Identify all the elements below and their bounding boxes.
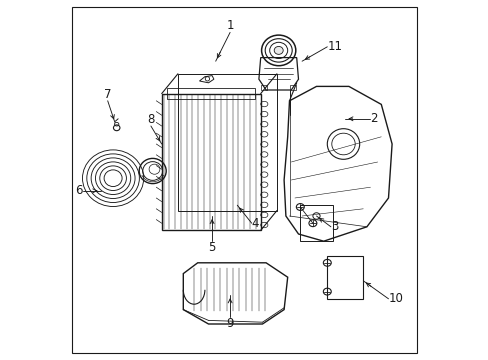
Text: 6: 6 — [75, 184, 82, 197]
Text: 3: 3 — [330, 220, 338, 233]
Ellipse shape — [274, 46, 283, 54]
Bar — [178, 74, 276, 211]
Bar — [261, 85, 266, 90]
Bar — [162, 94, 260, 230]
Text: 2: 2 — [370, 112, 377, 125]
Text: 11: 11 — [326, 40, 342, 53]
Text: 8: 8 — [147, 113, 154, 126]
Bar — [167, 88, 255, 99]
Text: 5: 5 — [208, 241, 215, 254]
Bar — [326, 256, 363, 299]
Bar — [289, 85, 295, 90]
Text: 10: 10 — [387, 292, 403, 305]
Text: 1: 1 — [226, 19, 233, 32]
Text: 4: 4 — [251, 217, 259, 230]
Bar — [300, 205, 332, 241]
Text: 7: 7 — [104, 88, 111, 101]
Text: 9: 9 — [226, 317, 233, 330]
